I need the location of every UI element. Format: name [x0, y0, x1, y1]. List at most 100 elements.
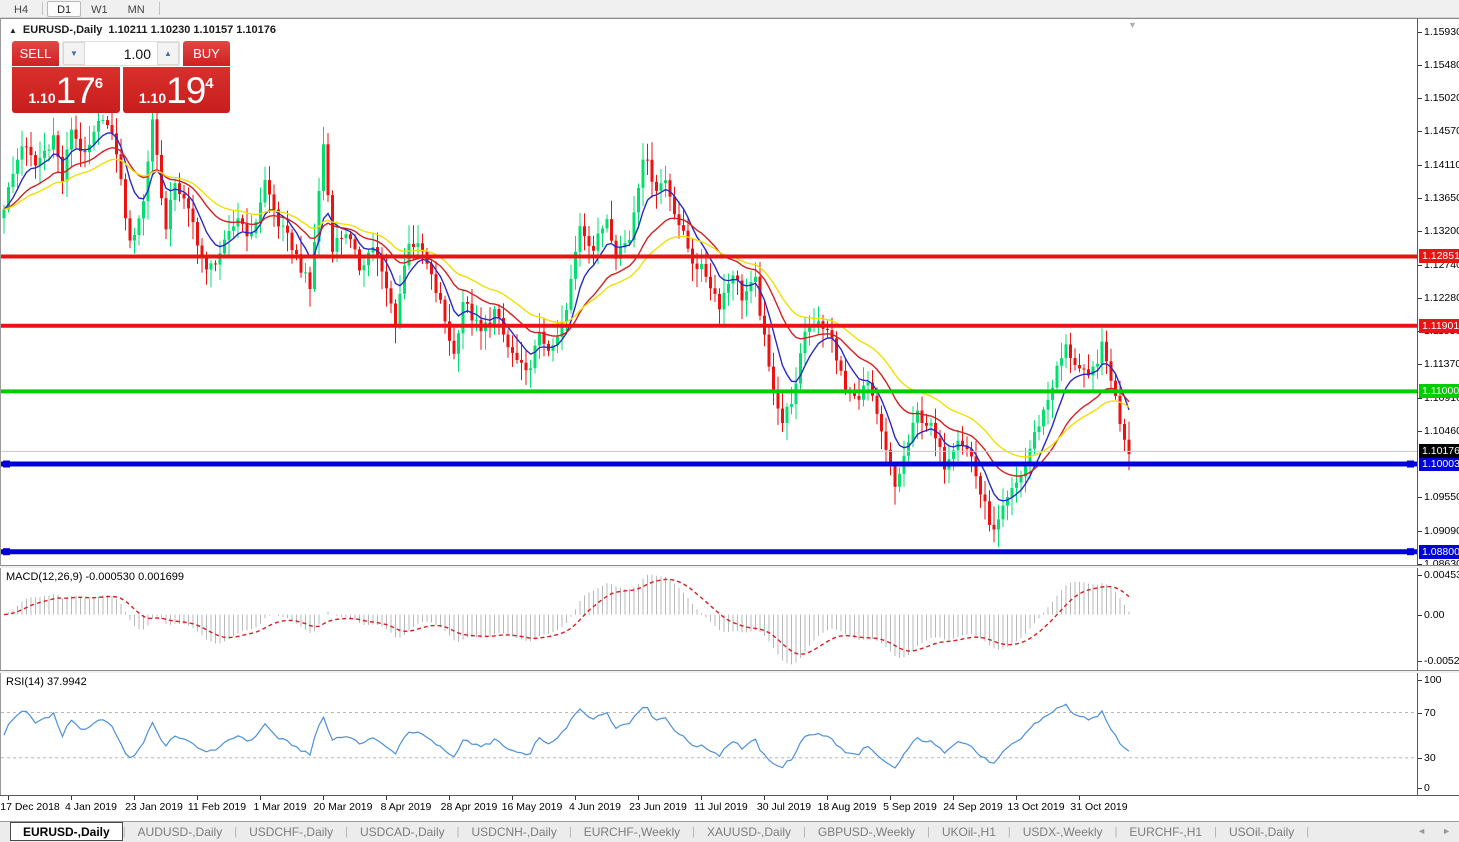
axis-tick-mark [1418, 64, 1422, 66]
price-tick: 1.08630 [1424, 558, 1459, 566]
axis-tick-mark [1418, 788, 1422, 789]
sell-price-pip: 6 [94, 75, 104, 92]
time-axis-label: 16 May 2019 [501, 801, 563, 813]
time-axis-label: 18 Aug 2019 [817, 801, 877, 813]
hline-endpoint-handle[interactable] [3, 548, 10, 556]
time-axis-tick [260, 796, 261, 800]
sell-button[interactable]: SELL [12, 41, 59, 66]
axis-tick-mark [1418, 298, 1422, 300]
moving-average-34[interactable] [3, 158, 1130, 458]
hline-price-label: 1.08800 [1419, 544, 1459, 559]
time-axis-tick [890, 796, 891, 800]
tab-scroll-left-icon[interactable]: ◄ [1417, 826, 1427, 836]
axis-tick-mark [1418, 198, 1422, 200]
macd-indicator-pane[interactable]: MACD(12,26,9) -0.000530 0.001699 [0, 568, 1417, 671]
time-axis-label: 24 Sep 2019 [943, 801, 1003, 813]
timeframe-button-d1[interactable]: D1 [47, 0, 82, 17]
timeframe-button-mn[interactable]: MN [127, 3, 145, 16]
time-axis-tick [512, 796, 513, 800]
axis-tick-mark [1418, 614, 1422, 616]
price-tick: 1.13650 [1424, 192, 1459, 205]
macd-label: MACD(12,26,9) -0.000530 0.001699 [6, 571, 184, 583]
moving-average-21[interactable] [3, 146, 1130, 477]
price-tick: 1.13200 [1424, 225, 1459, 238]
timeframe-toolbar: H4 D1 W1 MN [0, 0, 1459, 18]
rsi-chart[interactable] [1, 673, 1418, 795]
axis-tick-mark [1418, 231, 1422, 233]
volume-input[interactable] [85, 42, 157, 65]
chart-tab-gbpusd[interactable]: GBPUSD-,Weekly [817, 824, 916, 839]
hline-endpoint-handle[interactable] [1407, 548, 1414, 556]
volume-decrease-icon[interactable]: ▼ [63, 42, 85, 65]
chart-tab-usdcnh[interactable]: USDCNH-,Daily [471, 824, 557, 839]
time-axis-label: 30 Jul 2019 [756, 801, 812, 813]
macd-tick: 0.004536 [1424, 569, 1459, 581]
time-axis[interactable]: 17 Dec 2018 4 Jan 2019 23 Jan 2019 11 Feb 2… [0, 795, 1459, 821]
chart-tab-ukoil[interactable]: UKOil-,H1 [941, 824, 996, 839]
macd-histogram [8, 574, 1130, 665]
macd-axis[interactable]: 0.004536 0.00 -0.005203 [1417, 568, 1459, 671]
chart-tab-eurchf[interactable]: EURCHF-,H1 [1129, 824, 1203, 839]
tab-separator: | [692, 826, 696, 838]
candlestick-chart[interactable] [1, 19, 1418, 567]
rsi-tick: 0 [1424, 782, 1430, 794]
buy-price-big: 19 [166, 70, 206, 111]
macd-chart[interactable] [1, 568, 1418, 671]
tab-separator: | [927, 826, 930, 838]
chart-tab-eurusd[interactable]: EURUSD-,Daily [10, 821, 123, 841]
toolbar-separator [42, 2, 44, 15]
time-axis-tick [323, 796, 324, 800]
price-axis[interactable]: 1.15930 1.15480 1.15020 1.14570 1.14110 1.136… [1417, 18, 1459, 566]
sell-price-display[interactable]: 1.10 17 6 [12, 67, 120, 113]
current-bar-marker-icon: ▼ [1128, 20, 1137, 30]
rsi-indicator-pane[interactable]: RSI(14) 37.9942 [0, 673, 1418, 795]
time-axis-tick [386, 796, 387, 800]
rsi-tick: 100 [1424, 674, 1442, 686]
timeframe-button-h4[interactable]: H4 [14, 3, 29, 16]
tab-separator: | [803, 826, 806, 838]
collapse-arrow-icon[interactable]: ▲ [9, 25, 17, 35]
time-axis-tick [827, 796, 828, 800]
macd-tick: -0.005203 [1424, 655, 1459, 668]
tab-separator: | [1114, 826, 1118, 838]
chart-tab-bar: EURUSD-,Daily | AUDUSD-,Daily | USDCHF-,Dail… [0, 821, 1459, 842]
tab-scroll-right-icon[interactable]: ► [1442, 826, 1451, 836]
price-chart-pane[interactable]: ▲ EURUSD-,Daily 1.10211 1.10230 1.10157 … [0, 18, 1418, 567]
chart-tab-usdx[interactable]: USDX-,Weekly [1022, 824, 1103, 839]
sell-price-big: 17 [55, 70, 96, 111]
axis-tick-mark [1418, 397, 1422, 399]
macd-signal-line [3, 578, 1130, 656]
buy-price-display[interactable]: 1.10 19 4 [122, 67, 230, 113]
rsi-axis[interactable]: 100 70 30 0 [1417, 673, 1459, 795]
hline-endpoint-handle[interactable] [1407, 460, 1414, 468]
price-tick: 1.12280 [1424, 292, 1459, 305]
chart-tab-eurchf[interactable]: EURCHF-,Weekly [583, 824, 681, 839]
time-axis-label: 4 Jan 2019 [65, 801, 117, 813]
buy-button[interactable]: BUY [183, 41, 230, 66]
hline-endpoint-handle[interactable] [3, 460, 10, 468]
tab-separator: | [1214, 826, 1217, 838]
chart-tab-xauusd[interactable]: XAUUSD-,Daily [707, 824, 792, 839]
time-axis-label: 11 Feb 2019 [187, 801, 247, 813]
price-tick: 1.09550 [1424, 491, 1459, 504]
chart-tab-usdcad[interactable]: USDCAD-,Daily [359, 824, 445, 839]
chart-tab-audusd[interactable]: AUDUSD-,Daily [137, 824, 223, 839]
rsi-tick: 70 [1424, 706, 1436, 719]
hline-price-label: 1.10003 [1419, 457, 1459, 472]
axis-tick-mark [1418, 680, 1422, 681]
time-axis-label: 13 Oct 2019 [1007, 801, 1065, 813]
volume-increase-icon[interactable]: ▲ [157, 42, 179, 65]
time-axis-tick [1016, 796, 1017, 800]
timeframe-button-w1[interactable]: W1 [91, 3, 108, 16]
chart-tab-usoil[interactable]: USOil-,Daily [1228, 824, 1295, 839]
price-tick: 1.15020 [1424, 92, 1459, 105]
price-tick: 1.10460 [1424, 424, 1459, 437]
hline-price-label: 1.11000 [1419, 384, 1459, 399]
tab-scroll-nav: ◄ ► [1417, 826, 1451, 836]
price-tick: 1.11370 [1424, 358, 1459, 371]
tab-separator: | [122, 826, 126, 838]
time-axis-tick [953, 796, 954, 800]
chart-tab-usdchf[interactable]: USDCHF-,Daily [249, 824, 334, 839]
